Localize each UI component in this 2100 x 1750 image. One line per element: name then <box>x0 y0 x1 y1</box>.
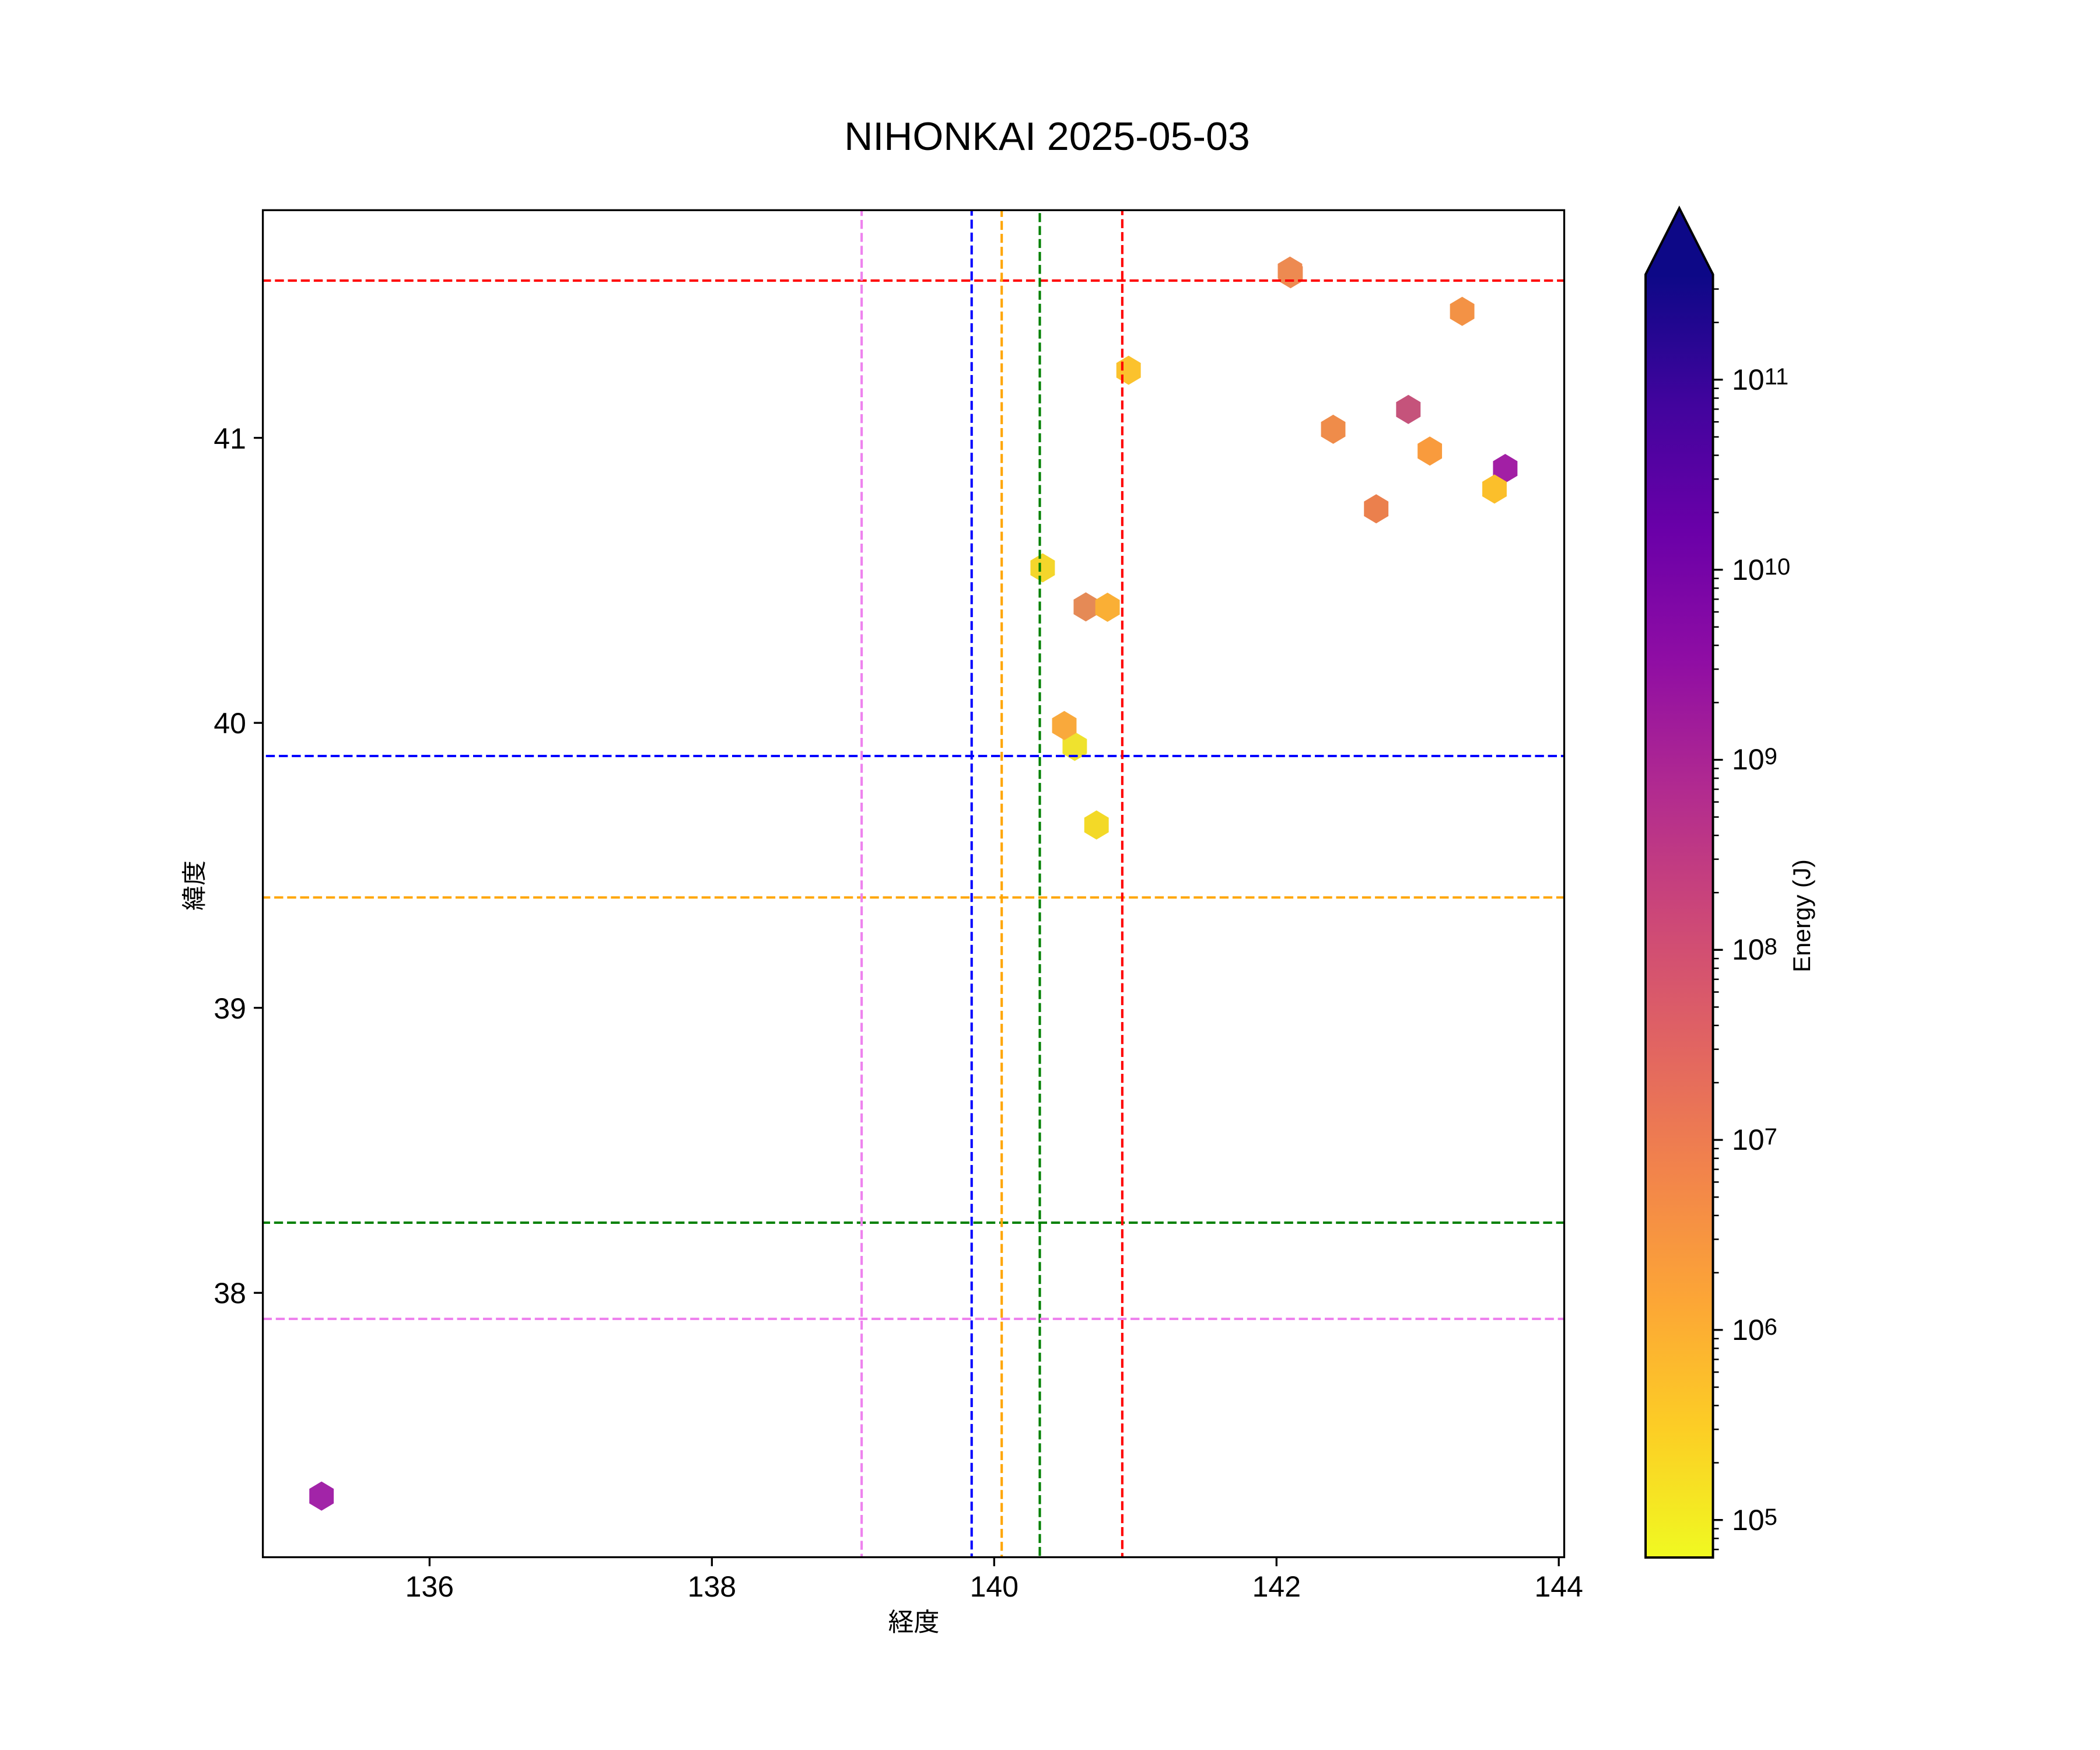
svg-text:40: 40 <box>214 707 246 740</box>
svg-text:136: 136 <box>405 1570 454 1603</box>
svg-text:NIHONKAI 2025-05-03: NIHONKAI 2025-05-03 <box>844 114 1250 159</box>
svg-text:107: 107 <box>1732 1124 1777 1156</box>
svg-text:138: 138 <box>688 1570 736 1603</box>
svg-text:108: 108 <box>1732 933 1777 966</box>
svg-text:142: 142 <box>1252 1570 1301 1603</box>
svg-text:140: 140 <box>970 1570 1019 1603</box>
svg-text:39: 39 <box>214 992 246 1025</box>
svg-text:Energy (J): Energy (J) <box>1788 859 1815 972</box>
svg-text:38: 38 <box>214 1277 246 1310</box>
svg-text:144: 144 <box>1534 1570 1583 1603</box>
svg-text:41: 41 <box>214 422 246 455</box>
